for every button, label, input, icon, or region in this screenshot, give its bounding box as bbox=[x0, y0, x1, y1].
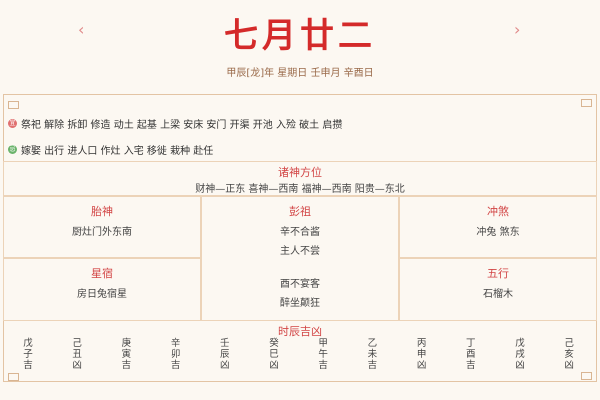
hour-item: 己丑凶 bbox=[72, 338, 82, 371]
chongsha-title: 冲煞 bbox=[487, 205, 509, 218]
zhushen-title: 诸神方位 bbox=[278, 166, 322, 179]
prev-day-button[interactable]: ‹ bbox=[78, 20, 85, 39]
wuxing-cell: 五行 石榴木 bbox=[399, 258, 597, 321]
wuxing-value: 石榴木 bbox=[483, 289, 513, 300]
hour-item: 壬辰凶 bbox=[220, 338, 230, 371]
xingxiu-value: 房日兔宿星 bbox=[77, 289, 127, 300]
hour-item: 乙未吉 bbox=[367, 338, 378, 371]
wuxing-title: 五行 bbox=[487, 267, 509, 280]
hour-item: 癸巳凶 bbox=[269, 338, 279, 371]
corner-decoration bbox=[8, 101, 19, 109]
zhushen-cell: 诸神方位 财神—正东 喜神—西南 福神—西南 阳贵—东北 bbox=[3, 161, 597, 196]
hour-item: 戊子吉 bbox=[23, 338, 33, 371]
date-subtitle: 甲辰[龙]年 星期日 壬申月 辛酉日 bbox=[226, 68, 374, 79]
hour-item: 庚寅吉 bbox=[121, 338, 132, 371]
yi-icon: 宜 bbox=[8, 118, 17, 128]
taishen-value: 厨灶门外东南 bbox=[72, 227, 132, 238]
pengzu-line: 醉坐颠狂 bbox=[280, 298, 320, 309]
pengzu-line: 主人不尝 bbox=[280, 246, 320, 257]
xingxiu-title: 星宿 bbox=[91, 267, 113, 280]
hour-item: 戊戌凶 bbox=[515, 338, 525, 371]
hours-section: 时辰吉凶 bbox=[3, 321, 597, 382]
pengzu-line: 酉不宴客 bbox=[280, 279, 320, 290]
hour-item: 丙申凶 bbox=[416, 338, 427, 371]
ji-items: 嫁娶 出行 进人口 作灶 入宅 移徙 栽种 赴任 bbox=[21, 145, 214, 157]
zhushen-value: 财神—正东 喜神—西南 福神—西南 阳贵—东北 bbox=[195, 184, 405, 195]
lunar-date-title: 七月廿二 bbox=[224, 16, 376, 56]
header: ‹ 七月廿二 › 甲辰[龙]年 星期日 壬申月 辛酉日 bbox=[0, 0, 600, 92]
yi-items: 祭祀 解除 拆卸 修造 动土 起基 上梁 安床 安门 开渠 开池 入殓 破土 启… bbox=[21, 119, 343, 131]
corner-decoration bbox=[8, 373, 19, 381]
yi-ji-section: 宜 祭祀 解除 拆卸 修造 动土 起基 上梁 安床 安门 开渠 开池 入殓 破土… bbox=[8, 110, 342, 162]
next-day-button[interactable]: › bbox=[514, 20, 521, 39]
hour-item: 己亥凶 bbox=[564, 338, 574, 371]
ji-icon: 忌 bbox=[8, 144, 17, 154]
hour-item: 甲午吉 bbox=[318, 338, 328, 371]
hour-item: 辛卯吉 bbox=[170, 338, 181, 371]
chongsha-value: 冲兔 煞东 bbox=[476, 227, 520, 238]
pengzu-line: 辛不合酱 bbox=[280, 227, 320, 238]
chongsha-cell: 冲煞 冲兔 煞东 bbox=[399, 196, 597, 258]
corner-decoration bbox=[581, 372, 592, 380]
pengzu-title: 彭祖 bbox=[289, 205, 311, 218]
hours-title: 时辰吉凶 bbox=[278, 325, 322, 338]
taishen-cell: 胎神 厨灶门外东南 bbox=[3, 196, 201, 258]
corner-decoration bbox=[581, 99, 592, 107]
xingxiu-cell: 星宿 房日兔宿星 bbox=[3, 258, 201, 321]
ji-row: 忌 嫁娶 出行 进人口 作灶 入宅 移徙 栽种 赴任 bbox=[8, 136, 342, 162]
taishen-title: 胎神 bbox=[91, 205, 113, 218]
yi-row: 宜 祭祀 解除 拆卸 修造 动土 起基 上梁 安床 安门 开渠 开池 入殓 破土… bbox=[8, 110, 342, 136]
pengzu-cell: 彭祖 辛不合酱 主人不尝 酉不宴客 醉坐颠狂 bbox=[201, 196, 399, 321]
hour-item: 丁酉吉 bbox=[466, 338, 476, 371]
